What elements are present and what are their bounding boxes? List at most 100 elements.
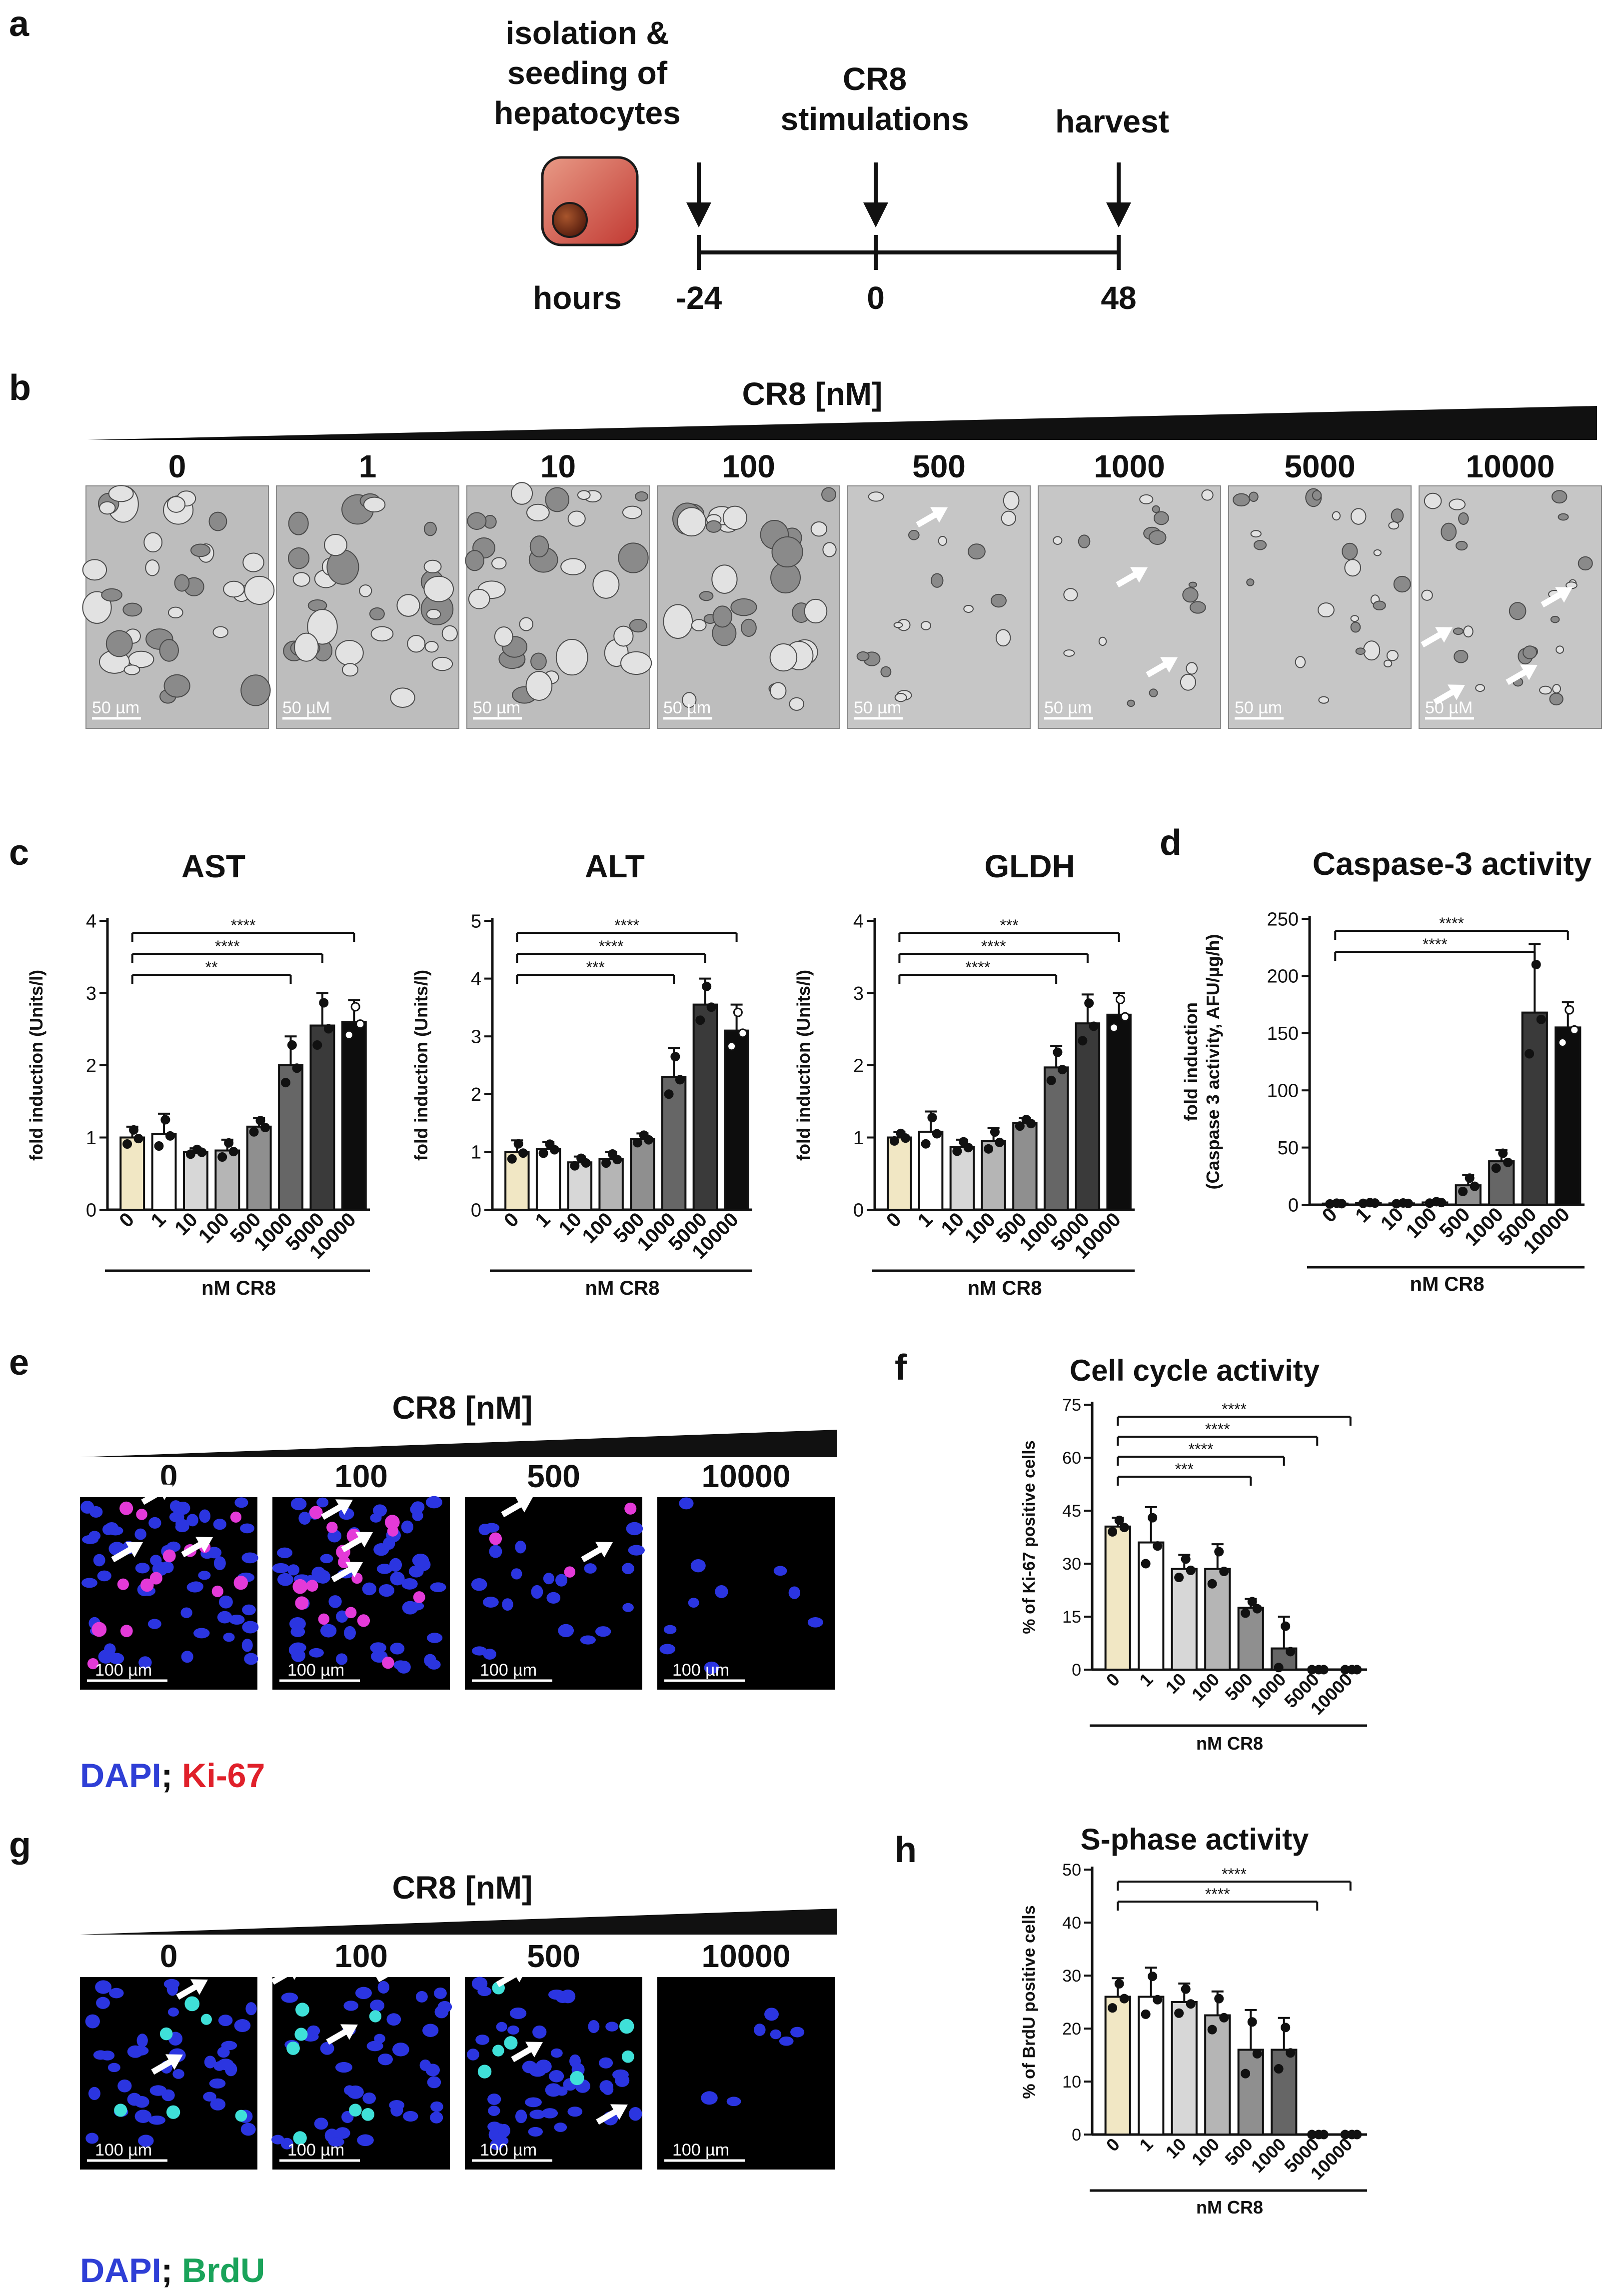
brightfield-images: 0 50 µm 1 50 µM 10 50 µm 100 50 µm 500 50 µm 1000 5… [82,448,1602,729]
cell-shape [1127,699,1135,707]
nucleus-dapi [172,2069,184,2079]
nucleus-dapi [320,1554,333,1564]
nucleus-dapi [556,2086,568,2096]
concentration-label: 0 [160,1938,178,1974]
nucleus-dapi [290,1498,307,1511]
bar [119,1136,145,1211]
y-tick-label: 0 [471,1200,481,1221]
nucleus-dapi [160,1561,174,1574]
cell-shape [920,621,931,630]
data-point [549,1145,559,1155]
white-arrow-icon [326,2024,358,2045]
data-point [1219,1567,1229,1577]
isolation-label: isolation & seeding of hepatocytes [494,15,680,131]
nucleus-ki67 [295,1596,309,1610]
nucleus-dapi [134,2110,152,2123]
cell-shape [519,617,534,631]
cell-shape [363,496,386,513]
cell-shape [712,605,733,628]
cell-shape [240,674,271,706]
nucleus-dapi [542,2108,558,2119]
cell-shape [1558,513,1569,521]
data-point [165,1131,175,1141]
nucleus-dapi [383,1537,395,1550]
cell-shape [1246,578,1255,586]
y-tick-label: 150 [1267,1023,1299,1044]
y-tick-label: 30 [1062,1555,1081,1574]
concentration-label: 1 [359,448,377,484]
data-point [1274,2064,1284,2074]
scale-bar-label: 50 µm [1044,698,1092,717]
cell-shape [1053,536,1063,545]
nucleus-ki67 [318,1613,330,1625]
nucleus-ki67 [136,1509,147,1520]
cell-shape [163,674,190,698]
nucleus-brdu [235,2110,247,2122]
y-tick-label: 0 [1072,2126,1081,2145]
data-point [217,1152,227,1162]
nucleus-dapi [204,2056,216,2069]
concentration-wedge [80,1909,837,1935]
nucleus-dapi [105,1522,118,1533]
cell-shape [968,543,986,560]
cell-shape [894,693,907,702]
stim-line-1: CR8 [843,61,907,97]
data-point [664,1089,674,1099]
y-axis-label: (Caspase 3 activity, AFU/µg/h) [1203,934,1223,1190]
panel-a: a isolation & seeding of hepatocytes CR8… [9,4,1169,316]
nucleus-dapi [773,1566,787,1576]
x-tick-label: 0 [115,1208,138,1232]
x-axis-label: nM CR8 [1196,1733,1263,1754]
cell-shape [335,640,364,666]
brightfield-image: 50 µm [465,482,652,729]
cell-shape [893,622,903,628]
data-point [538,1148,548,1158]
cell-shape [821,487,836,502]
nucleus-dapi [320,1624,337,1638]
concentration-label: 10 [540,448,576,484]
cell-shape [711,564,738,594]
data-point [1114,1979,1124,1989]
nucleus-dapi [134,2096,149,2108]
y-axis-label: % of Ki-67 positive cells [1020,1440,1039,1634]
stain-separator: ; [161,1757,172,1795]
concentration-label: 0 [168,448,186,484]
nucleus-dapi [316,1497,329,1508]
nucleus-dapi [475,2035,490,2045]
scale-bar-label: 100 µm [287,1661,344,1680]
white-arrow-icon [271,1964,303,1985]
cell-shape [1318,696,1330,704]
cell-shape [99,501,116,515]
cell-shape [822,542,837,557]
nucleus-dapi [81,1578,97,1588]
cell-shape [1391,508,1404,523]
bar [949,1146,975,1211]
y-tick-label: 4 [853,911,864,932]
nucleus-dapi [97,1570,111,1582]
nucleus-brdu [294,2028,308,2041]
nucleus-dapi [167,2007,179,2017]
nucleus-brdu [492,2045,504,2057]
nucleus-dapi [209,2078,226,2089]
stim-line-2: stimulations [781,101,969,137]
nucleus-dapi [271,2135,284,2145]
data-point [255,1116,265,1126]
data-point [570,1161,580,1171]
significance-label: **** [965,958,990,976]
cell-shape [1098,636,1107,646]
nucleus-dapi [531,1585,543,1599]
nucleus-dapi [223,1633,235,1642]
cell-shape [1332,511,1341,521]
significance-label: **** [215,937,240,955]
nucleus-ki67 [387,1525,399,1537]
concentration-wedge [87,406,1597,440]
x-tick-label: 10 [1377,1203,1408,1235]
cell-shape [1455,540,1468,551]
nucleus-dapi [580,1635,596,1645]
timeline [697,235,1121,270]
nucleus-dapi [659,1644,676,1655]
bar [887,1136,912,1211]
x-axis-label: nM CR8 [968,1277,1042,1299]
data-point [601,1158,611,1168]
